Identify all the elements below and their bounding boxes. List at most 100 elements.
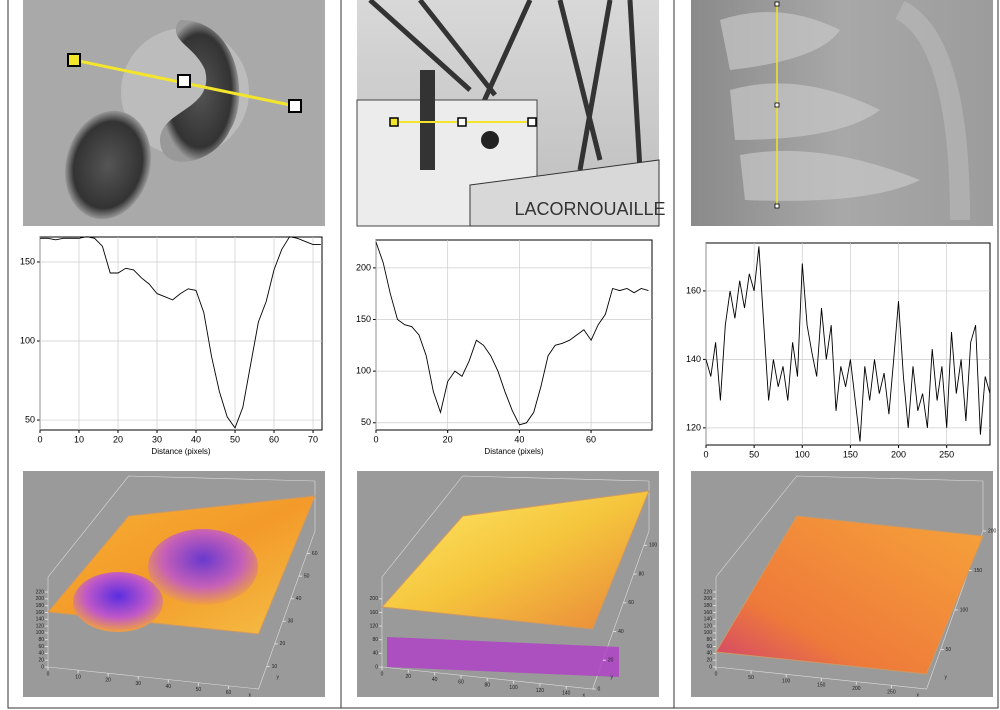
x-axis-label: Distance (pixels) (151, 447, 210, 456)
y-tick-label: 40 (296, 596, 302, 602)
z-tick-label: 80 (38, 637, 44, 643)
x-tick-label: 60 (269, 434, 279, 444)
y-tick-label: 200 (356, 262, 371, 272)
y-tick-label: 120 (686, 422, 701, 432)
plot-area (705, 242, 991, 446)
x-axis-label: x (917, 692, 920, 698)
handle (177, 74, 191, 88)
x-tick-label: 30 (135, 681, 141, 687)
handle (527, 117, 537, 127)
spine (894, 1, 970, 221)
handle (457, 117, 467, 127)
boat-image: LACORNOUAILLE (356, 0, 666, 227)
x-tick-label: 100 (795, 449, 810, 459)
surface (715, 515, 984, 675)
rigging (368, 0, 643, 171)
y-tick-label: 150 (20, 256, 35, 266)
x-tick-label: 20 (113, 434, 123, 444)
x-tick-label: 250 (887, 690, 896, 696)
vertebra (720, 12, 920, 201)
z-tick-label: 100 (36, 630, 45, 636)
x-tick-label: 20 (443, 434, 453, 444)
x-axis-label: x (583, 692, 586, 698)
y-axis-label: y (611, 674, 614, 680)
z-tick-label: 80 (372, 637, 378, 643)
y-tick-label: 200 (988, 528, 997, 534)
y-tick-label: 50 (946, 647, 952, 653)
surface-well (148, 529, 258, 605)
x-tick-label: 0 (373, 434, 378, 444)
plot-area (39, 236, 323, 431)
y-tick-label: 20 (280, 641, 286, 647)
z-tick-label: 200 (36, 596, 45, 602)
z-tick-label: 60 (38, 644, 44, 650)
x-tick-label: 20 (105, 678, 111, 684)
hull (469, 159, 660, 227)
handle (288, 99, 302, 113)
y-tick-label: 100 (649, 543, 658, 549)
z-tick-label: 20 (706, 658, 712, 664)
x-tick-label: 10 (74, 434, 84, 444)
x-tick-label: 0 (715, 671, 718, 677)
x-tick-label: 40 (166, 684, 172, 690)
x-tick-label: 0 (47, 671, 50, 677)
y-tick-label: 100 (960, 607, 969, 613)
z-tick-label: 180 (36, 603, 45, 609)
z-tick-label: 220 (36, 589, 45, 595)
hull-name: LACORNOUAILLE (514, 199, 665, 219)
y-tick-label: 140 (686, 354, 701, 364)
x-tick-label: 10 (75, 674, 81, 680)
surface-plot: 0 20 40 60 80 100 120 140 0 20 40 60 80 100 0 40 80 120 16… (357, 471, 659, 698)
frame (7, 0, 999, 709)
y-tick-label: 100 (356, 366, 371, 376)
x-axis-label: x (249, 692, 252, 698)
z-tick-label: 200 (704, 596, 713, 602)
x-tick-label: 50 (230, 434, 240, 444)
z-tick-label: 160 (370, 610, 379, 616)
z-tick-label: 180 (704, 603, 713, 609)
handle (774, 203, 780, 209)
x-tick-label: 150 (817, 682, 826, 688)
y-tick-label: 50 (361, 417, 371, 427)
z-tick-label: 220 (704, 589, 713, 595)
x-tick-label: 50 (196, 687, 202, 693)
surface-plot: 0501001502002505010015020002040608010012… (691, 471, 997, 698)
z-tick-label: 140 (704, 617, 713, 623)
x-axis-label: Distance (pixels) (484, 447, 543, 456)
x-tick-label: 0 (37, 434, 42, 444)
handle (389, 117, 399, 127)
x-tick-label: 70 (308, 434, 318, 444)
y-tick-label: 0 (598, 686, 601, 692)
surface-well (73, 572, 163, 632)
z-tick-label: 40 (372, 651, 378, 657)
z-tick-label: 120 (36, 623, 45, 629)
handle (67, 53, 81, 67)
profile-curve (40, 236, 321, 429)
profile-curve (705, 246, 991, 442)
y-tick-label: 20 (608, 658, 614, 664)
x-tick-label: 150 (843, 449, 858, 459)
z-tick-label: 20 (38, 658, 44, 664)
x-tick-label: 60 (586, 434, 596, 444)
surface-plot: 0102030405060102030405060020406080100120… (23, 471, 325, 698)
handle (774, 1, 780, 7)
x-tick-label: 40 (432, 677, 438, 683)
x-tick-label: 40 (191, 434, 201, 444)
x-tick-label: 50 (749, 449, 759, 459)
z-tick-label: 0 (375, 664, 378, 670)
x-tick-label: 0 (381, 671, 384, 677)
z-tick-label: 40 (38, 651, 44, 657)
x-tick-label: 100 (782, 679, 791, 685)
chimney (420, 70, 435, 170)
x-tick-label: 200 (852, 686, 861, 692)
z-tick-label: 80 (706, 637, 712, 643)
bounding-box (47, 475, 316, 690)
z-tick-label: 200 (370, 596, 379, 602)
surface-relief (387, 637, 619, 677)
y-tick-label: 40 (618, 629, 624, 635)
cell-image (23, 0, 325, 226)
x-tick-label: 60 (458, 680, 464, 686)
x-tick-label: 200 (891, 449, 906, 459)
x-tick-label: 140 (562, 691, 571, 697)
